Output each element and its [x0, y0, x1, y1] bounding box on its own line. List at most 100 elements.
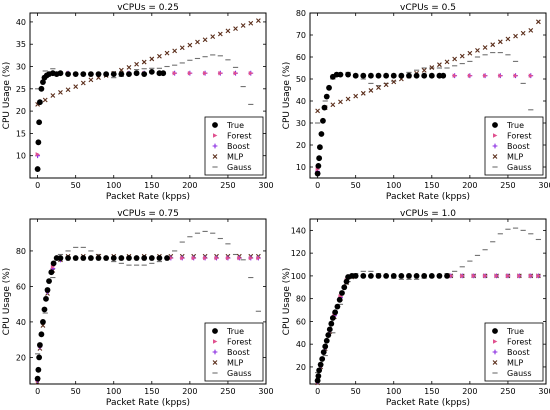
x-tick-label: 100: [386, 387, 401, 396]
data-point-true: [360, 72, 367, 79]
y-tick-label: 60: [296, 53, 306, 62]
data-point-true: [383, 272, 390, 279]
data-point-true: [148, 255, 155, 261]
y-tick-label: 40: [296, 340, 306, 349]
x-tick-label: 200: [462, 181, 477, 190]
data-point-true: [314, 377, 321, 384]
data-point-mlp: [383, 82, 389, 88]
data-point-mlp: [179, 45, 185, 51]
legend-marker-forest: [493, 339, 498, 344]
x-axis-label: Packet Rate (kpps): [106, 192, 190, 202]
legend-label: MLP: [507, 359, 523, 368]
data-point-true: [118, 71, 125, 77]
data-point-true: [95, 255, 102, 261]
y-tick-label: 30: [16, 63, 26, 72]
data-point-true: [44, 287, 51, 293]
data-point-true: [398, 272, 405, 279]
y-tick-label: 40: [296, 97, 306, 106]
data-point-true: [315, 373, 322, 379]
data-point-forest: [35, 152, 41, 157]
data-point-true: [88, 255, 94, 261]
data-point-mlp: [459, 53, 465, 59]
axes-frame: [29, 12, 267, 179]
data-point-mlp: [88, 77, 94, 83]
data-point-true: [326, 326, 333, 333]
data-point-true: [36, 99, 43, 106]
data-point-true: [428, 72, 435, 79]
data-point-mlp: [376, 85, 381, 90]
data-point-mlp: [157, 53, 162, 59]
data-point-mlp: [535, 19, 541, 25]
data-point-mlp: [58, 89, 63, 95]
y-tick-label: 35: [16, 40, 26, 49]
x-tick-label: 150: [424, 387, 439, 396]
data-point-true: [95, 71, 102, 77]
data-point-mlp: [225, 28, 231, 34]
data-point-true: [390, 272, 397, 279]
data-point-true: [375, 72, 382, 79]
x-tick-label: 50: [351, 181, 361, 190]
data-point-true: [325, 332, 332, 338]
x-tick-label: 300: [258, 181, 273, 190]
y-tick-label: 140: [291, 226, 306, 235]
x-tick-label: 200: [182, 181, 197, 190]
series-mlp: [35, 18, 261, 107]
data-point-mlp: [118, 67, 124, 73]
legend-label: True: [226, 327, 244, 336]
data-point-true: [322, 343, 329, 350]
data-point-true: [148, 68, 155, 75]
data-point-mlp: [149, 56, 155, 62]
data-point-true: [316, 367, 323, 374]
data-point-true: [103, 71, 110, 77]
legend-marker-true: [212, 122, 218, 128]
data-point-forest: [203, 255, 208, 261]
x-tick-label: 50: [351, 387, 361, 396]
data-point-true: [40, 319, 46, 325]
data-point-mlp: [134, 61, 139, 67]
data-point-true: [326, 84, 332, 91]
data-point-true: [421, 72, 428, 79]
data-point-forest: [452, 73, 458, 78]
data-point-true: [43, 295, 49, 302]
legend-label: Boost: [227, 348, 250, 357]
data-point-true: [421, 272, 428, 279]
data-point-true: [320, 117, 326, 124]
data-point-mlp: [513, 33, 518, 39]
chart-title: vCPUs = 0.75: [117, 209, 179, 219]
data-point-forest: [248, 255, 254, 261]
legend-label: Gauss: [507, 163, 532, 172]
legend-label: Forest: [227, 132, 252, 141]
data-point-true: [444, 272, 450, 279]
data-point-true: [36, 119, 43, 126]
data-point-true: [368, 72, 374, 79]
data-point-true: [36, 354, 43, 361]
legend-marker-forest: [213, 133, 218, 138]
chart-title: vCPUs = 0.25: [117, 3, 179, 13]
data-point-true: [318, 131, 325, 137]
legend-label: MLP: [507, 153, 523, 162]
data-point-true: [343, 278, 350, 285]
data-point-true: [334, 303, 341, 310]
data-point-true: [339, 290, 345, 296]
data-point-true: [440, 72, 447, 79]
y-axis-label: CPU Usage (%): [282, 268, 292, 336]
data-point-forest: [460, 273, 465, 279]
data-point-true: [368, 272, 374, 279]
x-tick-label: 200: [462, 387, 477, 396]
x-tick-label: 250: [220, 181, 235, 190]
x-tick-label: 150: [144, 387, 159, 396]
legend-label: True: [506, 121, 524, 130]
data-point-true: [80, 255, 87, 261]
data-point-true: [332, 309, 339, 316]
legend-label: Forest: [507, 132, 532, 141]
data-point-forest: [218, 71, 223, 76]
data-point-true: [133, 255, 140, 261]
data-point-true: [314, 170, 321, 177]
x-tick-label: 0: [35, 387, 40, 396]
y-axis-label: CPU Usage (%): [282, 62, 292, 130]
legend-marker-forest: [213, 339, 218, 344]
legend-label: MLP: [227, 153, 243, 162]
legend-label: Boost: [227, 142, 250, 151]
